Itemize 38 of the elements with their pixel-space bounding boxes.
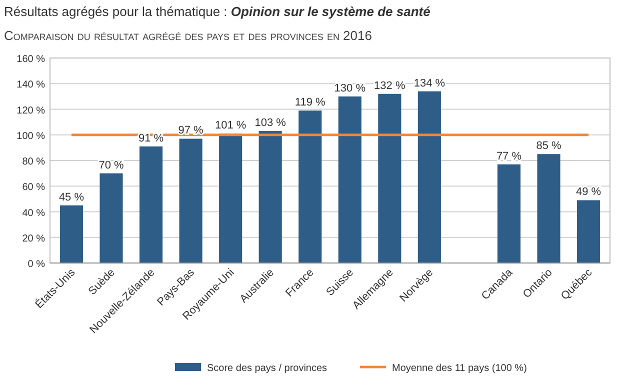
y-tick-label: 60 % [22, 182, 46, 194]
legend-label: Score des pays / provinces [207, 363, 328, 374]
legend-label: Moyenne des 11 pays (100 %) [392, 363, 527, 374]
data-label: 49 % [576, 186, 602, 198]
y-tick-label: 0 % [28, 259, 46, 270]
bar [60, 205, 84, 263]
data-label: 77 % [496, 150, 522, 162]
chart-title: Résultats agrégés pour la thématique : Opinion sur le système de santé [4, 4, 430, 19]
data-label: 132 % [374, 80, 406, 92]
data-label: 85 % [536, 140, 562, 152]
data-label: 119 % [294, 96, 326, 109]
bar [418, 91, 441, 263]
y-tick-label: 40 % [22, 208, 46, 219]
data-label: 91 % [138, 132, 164, 144]
y-tick-label: 20 % [22, 233, 46, 244]
data-label: 134 % [414, 77, 446, 90]
bar [219, 134, 242, 263]
y-tick-label: 160 % [16, 54, 46, 65]
data-label: 70 % [98, 159, 124, 172]
bar [338, 96, 362, 263]
y-tick-label: 140 % [16, 80, 46, 91]
bar [100, 173, 123, 263]
chart-subtitle: Comparaison du résultat agrégé des pays et des provinces en 2016 [4, 28, 372, 43]
bar [258, 131, 282, 263]
bar [179, 138, 202, 263]
bar [378, 94, 402, 263]
y-tick-label: 80 % [22, 156, 46, 168]
bar [576, 200, 600, 263]
bar [298, 110, 322, 263]
bar [497, 164, 521, 263]
data-label: 45 % [58, 191, 84, 204]
y-tick-label: 120 % [16, 105, 46, 116]
bar [537, 154, 560, 263]
data-label: 101 % [214, 120, 246, 132]
data-label: 103 % [254, 117, 286, 130]
data-label: 130 % [334, 82, 366, 94]
bar [139, 146, 163, 263]
y-tick-label: 100 % [16, 130, 46, 142]
